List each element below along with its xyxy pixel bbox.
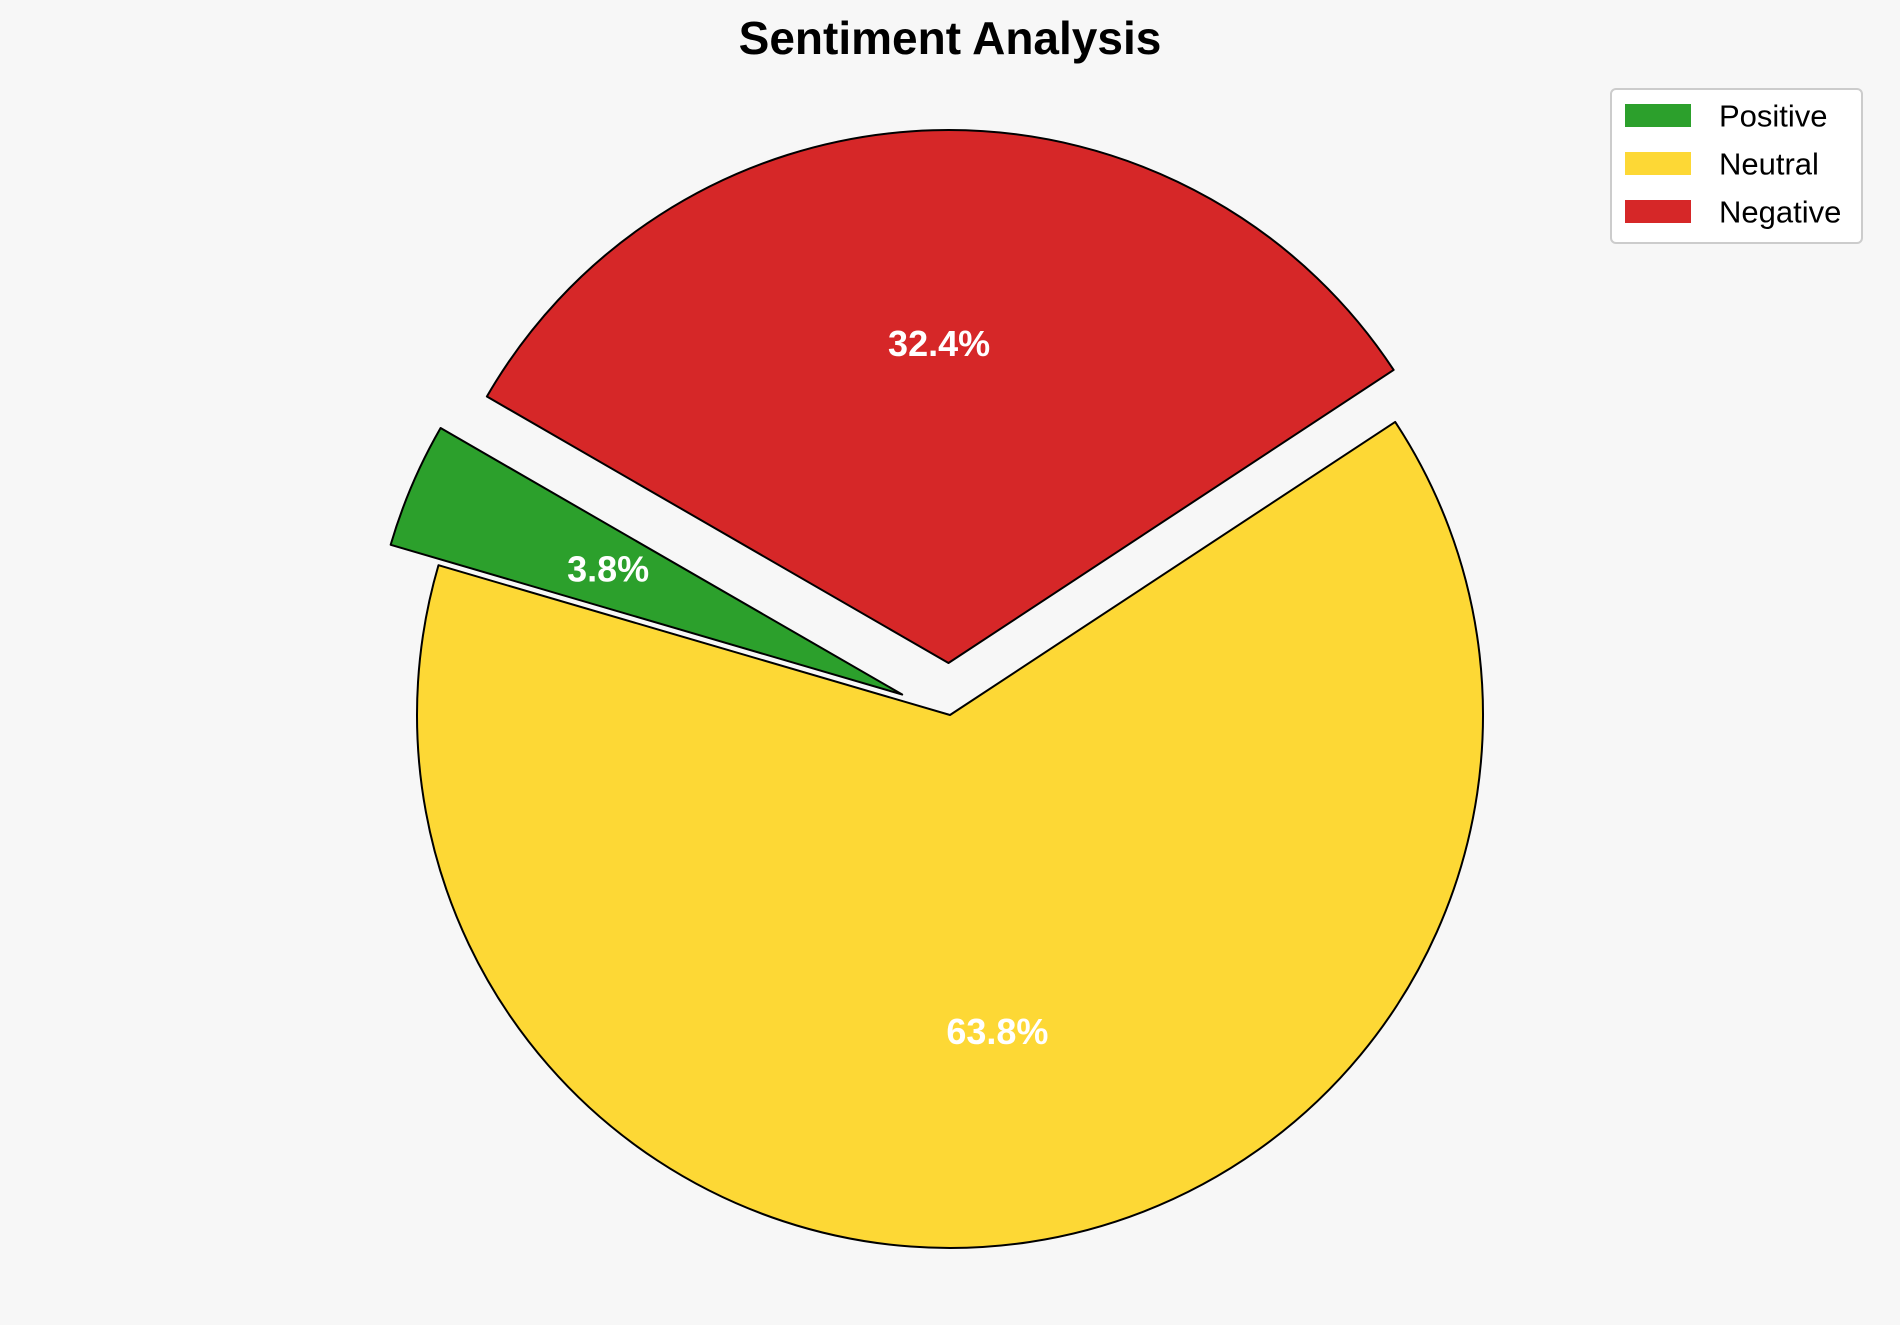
legend-swatch-positive (1625, 104, 1691, 127)
legend-swatch-neutral (1625, 152, 1691, 175)
slice-label-negative: 32.4% (888, 323, 990, 364)
slice-label-positive: 3.8% (567, 548, 649, 589)
pie-slices (389, 129, 1484, 1249)
legend-swatch-negative (1625, 200, 1691, 223)
legend-label-positive: Positive (1719, 99, 1828, 134)
pie-slice-positive (389, 427, 904, 696)
pie-slice-labels: 3.8% 63.8% 32.4% (567, 323, 1048, 1052)
legend-items: Positive Neutral Negative (1625, 99, 1841, 230)
legend-label-neutral: Neutral (1719, 147, 1819, 182)
legend: Positive Neutral Negative (1610, 88, 1863, 244)
slice-label-neutral: 63.8% (946, 1011, 1048, 1052)
pie-slice-negative (485, 129, 1395, 665)
chart-title: Sentiment Analysis (739, 12, 1162, 64)
pie-slice-neutral (416, 420, 1484, 1249)
legend-label-negative: Negative (1719, 195, 1841, 230)
